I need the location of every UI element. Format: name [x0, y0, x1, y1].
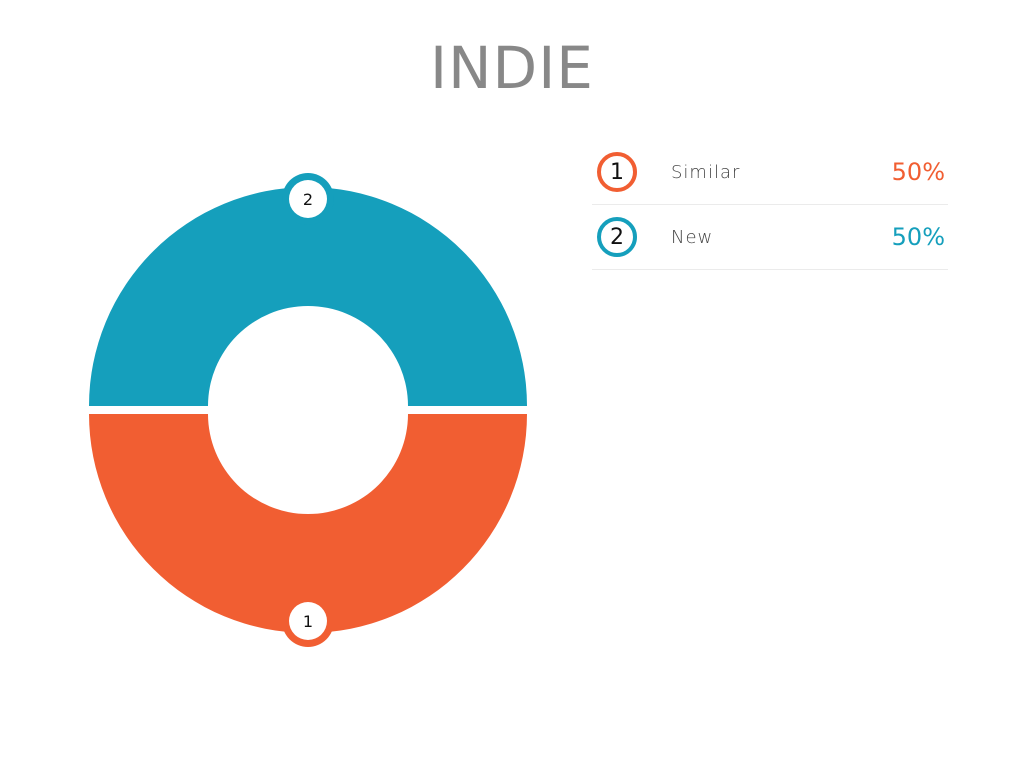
slice-marker: 2 [282, 173, 334, 225]
legend-item-new: 2 New 50% [592, 205, 948, 270]
legend: 1 Similar 50% 2 New 50% [592, 140, 948, 270]
slice-new [89, 187, 527, 406]
legend-marker: 1 [597, 152, 637, 192]
legend-label: New [671, 226, 714, 248]
slice-marker: 1 [282, 595, 334, 647]
slice-marker-label: 2 [303, 190, 313, 209]
legend-marker: 2 [597, 217, 637, 257]
legend-percent: 50% [891, 158, 945, 186]
slice-marker-label: 1 [303, 612, 313, 631]
chart-title: INDIE [430, 34, 594, 102]
legend-item-similar: 1 Similar 50% [592, 140, 948, 205]
donut-chart: 12 [89, 173, 527, 647]
slice-similar [89, 414, 527, 633]
legend-percent: 50% [891, 223, 945, 251]
legend-label: Similar [671, 161, 741, 183]
